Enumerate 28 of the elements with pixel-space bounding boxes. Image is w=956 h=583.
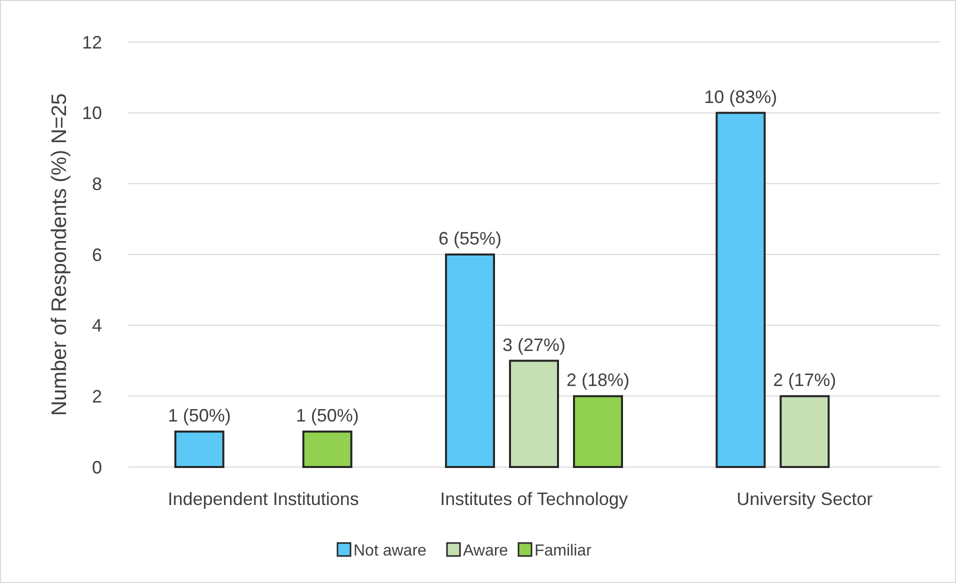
y-tick-label: 8 xyxy=(92,174,102,194)
y-axis-title: Number of Respondents (%) N=25 xyxy=(48,93,71,416)
x-tick-label: Independent Institutions xyxy=(168,489,359,509)
bar xyxy=(716,112,766,468)
y-tick-label: 2 xyxy=(92,386,102,406)
y-tick-label: 10 xyxy=(82,103,102,124)
y-tick-label: 12 xyxy=(82,32,102,52)
data-label: 1 (50%) xyxy=(168,406,231,426)
data-label: 1 (50%) xyxy=(296,406,359,426)
bar xyxy=(174,430,224,468)
y-tick-label: 0 xyxy=(92,457,102,478)
bar xyxy=(573,395,623,468)
data-label: 3 (27%) xyxy=(502,334,566,355)
legend-label: Not aware xyxy=(354,542,427,560)
data-label: 6 (55%) xyxy=(438,228,502,248)
bar xyxy=(509,360,559,468)
data-label: 2 (17%) xyxy=(773,370,836,390)
y-tick-label: 4 xyxy=(92,316,102,336)
x-tick-label: Institutes of Technology xyxy=(440,489,628,509)
bar xyxy=(780,395,830,468)
x-tick-label: University Sector xyxy=(736,489,873,509)
data-label: 10 (83%) xyxy=(704,86,778,107)
bar xyxy=(445,254,495,468)
legend-label: Familiar xyxy=(534,542,592,560)
legend-label: Aware xyxy=(463,542,508,560)
data-label: 2 (18%) xyxy=(566,370,630,390)
bar xyxy=(302,430,352,468)
y-tick-label: 6 xyxy=(92,244,102,265)
